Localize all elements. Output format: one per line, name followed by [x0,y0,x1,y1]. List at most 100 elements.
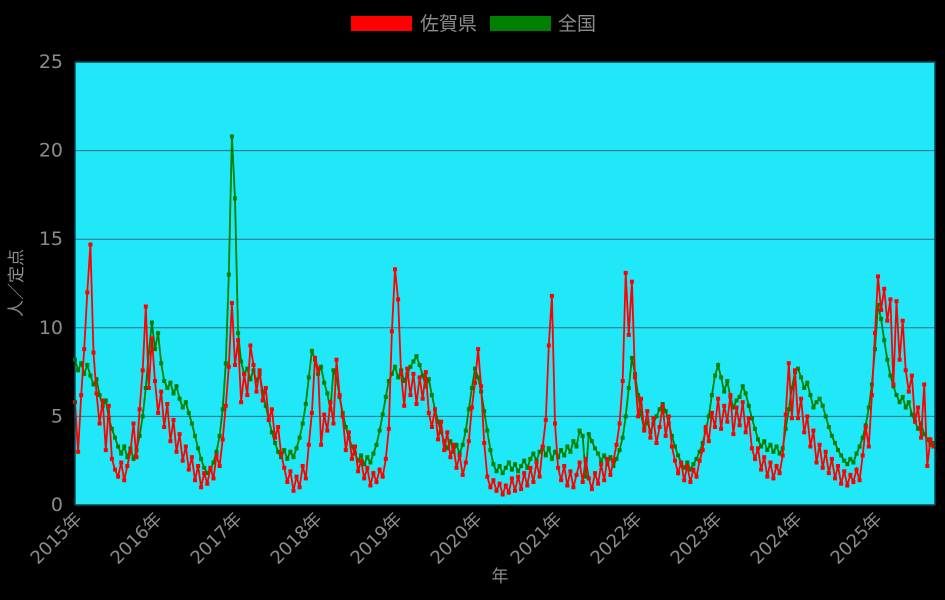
data-point-marker [774,444,779,449]
data-point-marker [703,425,708,429]
data-point-marker [269,407,274,412]
data-point-marker [623,270,628,275]
data-point-marker [562,464,567,468]
data-point-marker [913,419,917,424]
data-point-marker [928,437,933,442]
data-point-marker [839,481,844,486]
data-point-marker [740,384,745,389]
data-point-marker [214,453,219,458]
data-point-marker [116,474,121,479]
data-point-marker [623,414,628,419]
data-point-marker [546,446,551,451]
data-point-marker [900,318,905,323]
data-point-marker [676,471,681,476]
data-point-marker [399,371,404,376]
data-point-marker [771,449,776,454]
data-point-marker [537,474,542,479]
data-point-marker [205,471,210,476]
data-point-marker [300,464,305,468]
data-point-marker [922,432,927,437]
data-point-marker [106,403,111,408]
data-point-marker [666,414,671,419]
data-point-marker [482,441,487,445]
data-point-marker [746,403,751,408]
data-point-marker [580,433,585,438]
data-point-marker [663,433,668,438]
data-point-marker [749,416,754,421]
data-point-marker [713,373,717,378]
data-point-marker [793,368,797,373]
data-point-marker [688,467,693,472]
data-point-marker [417,363,422,367]
data-point-marker [396,297,401,302]
data-point-marker [306,442,311,447]
data-point-marker [233,196,237,201]
data-point-marker [845,462,850,467]
data-point-marker [836,464,840,468]
data-point-marker [719,375,724,380]
data-point-marker [88,242,93,247]
data-point-marker [559,478,564,483]
data-point-marker [636,414,641,419]
data-point-marker [706,414,711,419]
data-point-marker [439,430,444,435]
data-point-marker [826,471,831,476]
data-point-marker [900,394,905,399]
data-point-marker [331,368,336,373]
data-point-marker [143,304,148,309]
data-point-marker [903,405,908,410]
data-point-marker [223,403,228,408]
data-point-marker [765,448,770,453]
data-point-marker [909,412,914,417]
data-point-marker [679,460,684,465]
data-point-marker [728,393,733,398]
data-point-marker [113,435,117,440]
data-point-marker [282,448,287,453]
data-point-marker [731,432,736,437]
x-axis-title: 年 [492,567,509,587]
data-point-marker [463,428,468,433]
data-point-marker [88,373,93,378]
data-point-marker [593,446,597,451]
data-point-marker [386,379,391,383]
data-point-marker [436,437,441,442]
y-tick-15: 15 [39,228,63,250]
data-point-marker [593,471,597,476]
data-point-marker [174,384,179,389]
x-tick-2018: 2018年 [267,509,327,569]
data-point-marker [473,380,477,385]
data-point-marker [688,480,693,484]
data-point-marker [599,462,604,467]
data-point-marker [479,384,484,389]
data-point-marker [848,472,853,477]
data-point-marker [805,380,810,385]
y-tick-0: 0 [51,494,63,516]
data-point-marker [134,455,139,460]
data-point-marker [445,430,450,435]
data-point-marker [851,460,856,465]
data-point-marker [476,375,481,380]
data-point-marker [694,456,699,461]
data-point-marker [722,403,727,408]
data-point-marker [359,453,364,458]
data-point-marker [709,410,714,415]
data-point-marker [177,396,182,401]
data-point-marker [429,393,434,398]
data-point-marker [469,405,474,410]
data-point-marker [285,480,290,484]
data-point-marker [676,453,681,458]
data-point-marker [697,458,702,463]
data-point-marker [377,428,382,433]
data-point-marker [734,405,739,410]
data-point-marker [691,467,696,472]
data-point-marker [485,474,490,479]
data-point-marker [473,366,477,371]
data-point-marker [189,421,194,426]
data-point-marker [506,490,511,495]
data-point-marker [636,393,641,398]
data-point-marker [233,363,237,367]
data-point-marker [122,478,127,483]
data-point-marker [519,464,524,468]
data-point-marker [857,478,862,483]
